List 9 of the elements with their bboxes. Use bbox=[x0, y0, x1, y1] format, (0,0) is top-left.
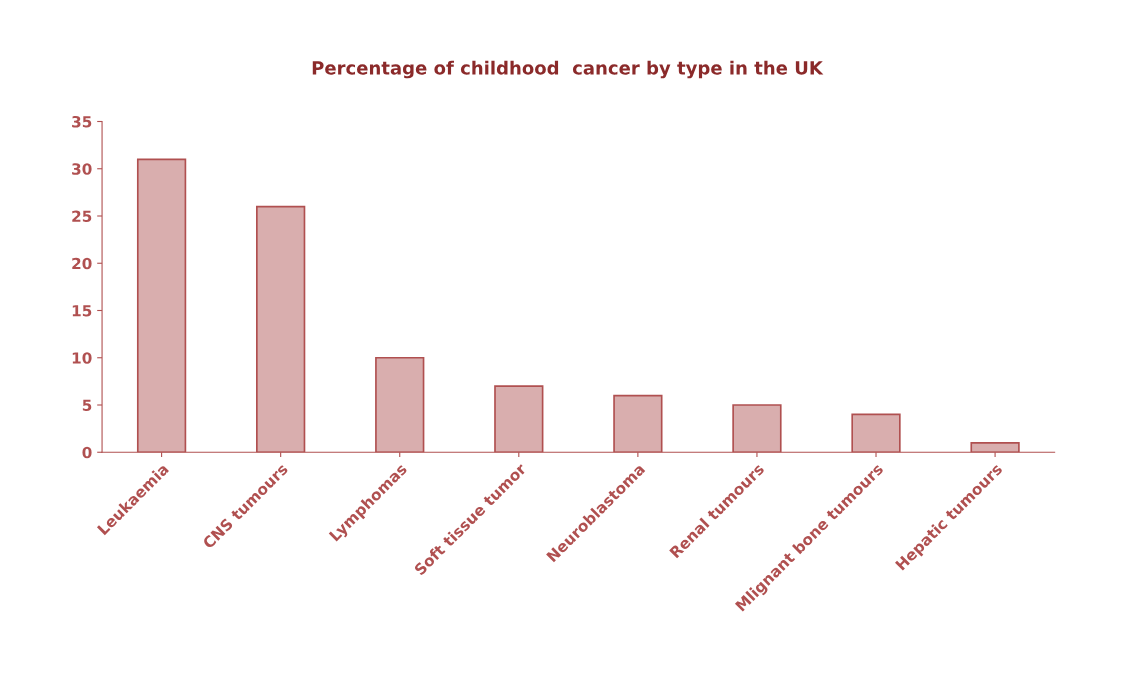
y-tick-label: 0 bbox=[82, 446, 92, 459]
y-tick-label: 30 bbox=[72, 163, 92, 175]
y-tick-label: 15 bbox=[72, 305, 92, 317]
y-tick-label: 10 bbox=[72, 352, 92, 364]
y-tick-label: 20 bbox=[72, 257, 92, 270]
chart-title: Percentage of childhood cancer by type in the UK bbox=[312, 60, 824, 79]
y-tick-label: 35 bbox=[72, 115, 92, 128]
y-tick-label: 25 bbox=[72, 210, 92, 223]
y-tick-label: 5 bbox=[82, 399, 92, 412]
